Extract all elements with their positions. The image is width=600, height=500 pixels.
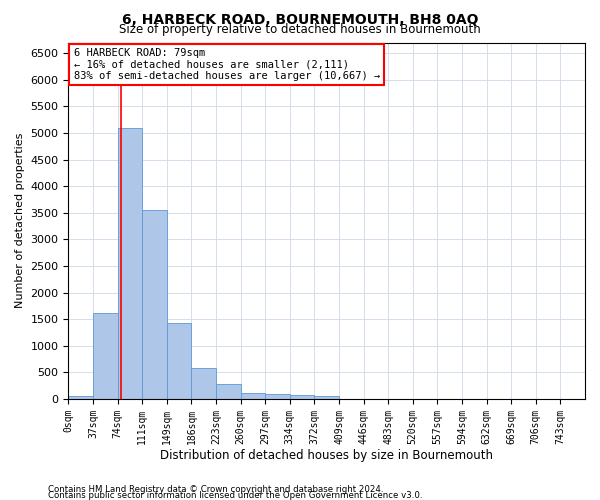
Text: 6, HARBECK ROAD, BOURNEMOUTH, BH8 0AQ: 6, HARBECK ROAD, BOURNEMOUTH, BH8 0AQ	[122, 12, 478, 26]
Bar	[191, 368, 216, 399]
Bar	[216, 384, 241, 399]
X-axis label: Distribution of detached houses by size in Bournemouth: Distribution of detached houses by size …	[160, 450, 493, 462]
Bar	[93, 313, 118, 399]
Text: 6 HARBECK ROAD: 79sqm
← 16% of detached houses are smaller (2,111)
83% of semi-d: 6 HARBECK ROAD: 79sqm ← 16% of detached …	[74, 48, 380, 81]
Text: Contains HM Land Registry data © Crown copyright and database right 2024.: Contains HM Land Registry data © Crown c…	[48, 485, 383, 494]
Text: Contains public sector information licensed under the Open Government Licence v3: Contains public sector information licen…	[48, 491, 422, 500]
Bar	[290, 395, 314, 399]
Bar	[118, 128, 142, 399]
Bar	[167, 323, 191, 399]
Bar	[241, 392, 265, 399]
Y-axis label: Number of detached properties: Number of detached properties	[15, 133, 25, 308]
Bar	[68, 396, 93, 399]
Bar	[314, 396, 339, 399]
Bar	[265, 394, 290, 399]
Bar	[142, 210, 167, 399]
Text: Size of property relative to detached houses in Bournemouth: Size of property relative to detached ho…	[119, 22, 481, 36]
